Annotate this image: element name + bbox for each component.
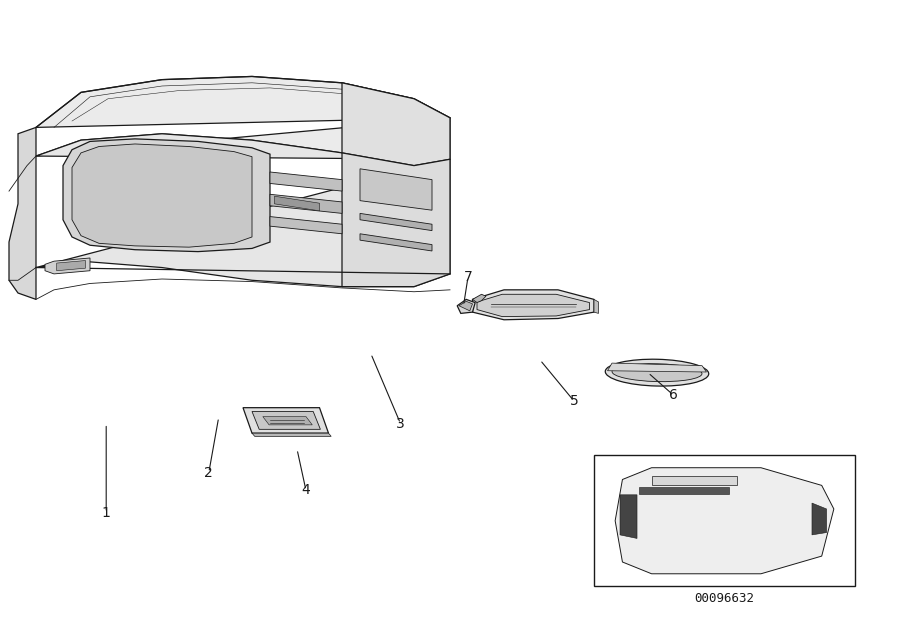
Polygon shape: [252, 433, 331, 436]
Polygon shape: [9, 127, 36, 299]
Polygon shape: [63, 139, 270, 252]
Polygon shape: [360, 169, 432, 210]
Polygon shape: [36, 76, 450, 166]
Polygon shape: [243, 408, 328, 433]
Text: 5: 5: [570, 394, 579, 408]
Polygon shape: [274, 196, 320, 211]
Polygon shape: [608, 363, 706, 372]
Polygon shape: [620, 495, 637, 538]
Polygon shape: [639, 487, 729, 494]
Polygon shape: [360, 213, 432, 231]
Polygon shape: [252, 412, 320, 429]
Bar: [594, 455, 855, 586]
Polygon shape: [459, 301, 472, 311]
Polygon shape: [812, 503, 826, 535]
Polygon shape: [36, 134, 450, 287]
Polygon shape: [616, 468, 833, 574]
Polygon shape: [594, 299, 598, 313]
Polygon shape: [342, 83, 450, 166]
Text: 7: 7: [464, 270, 472, 284]
Polygon shape: [263, 417, 312, 425]
Polygon shape: [270, 194, 342, 213]
Ellipse shape: [606, 359, 708, 386]
Text: 6: 6: [669, 388, 678, 402]
Polygon shape: [57, 261, 86, 271]
Text: 00096632: 00096632: [695, 592, 754, 605]
Text: 1: 1: [102, 506, 111, 520]
Text: 4: 4: [302, 483, 310, 497]
Ellipse shape: [612, 364, 702, 382]
Polygon shape: [360, 234, 432, 251]
Polygon shape: [652, 476, 736, 485]
Polygon shape: [457, 299, 475, 313]
Polygon shape: [270, 172, 342, 191]
Text: 2: 2: [204, 466, 213, 480]
Text: 3: 3: [396, 417, 405, 431]
Polygon shape: [342, 153, 450, 287]
Polygon shape: [72, 144, 252, 247]
Polygon shape: [270, 217, 342, 234]
Polygon shape: [472, 290, 594, 320]
Polygon shape: [472, 294, 486, 303]
Polygon shape: [477, 294, 590, 317]
Polygon shape: [45, 258, 90, 274]
